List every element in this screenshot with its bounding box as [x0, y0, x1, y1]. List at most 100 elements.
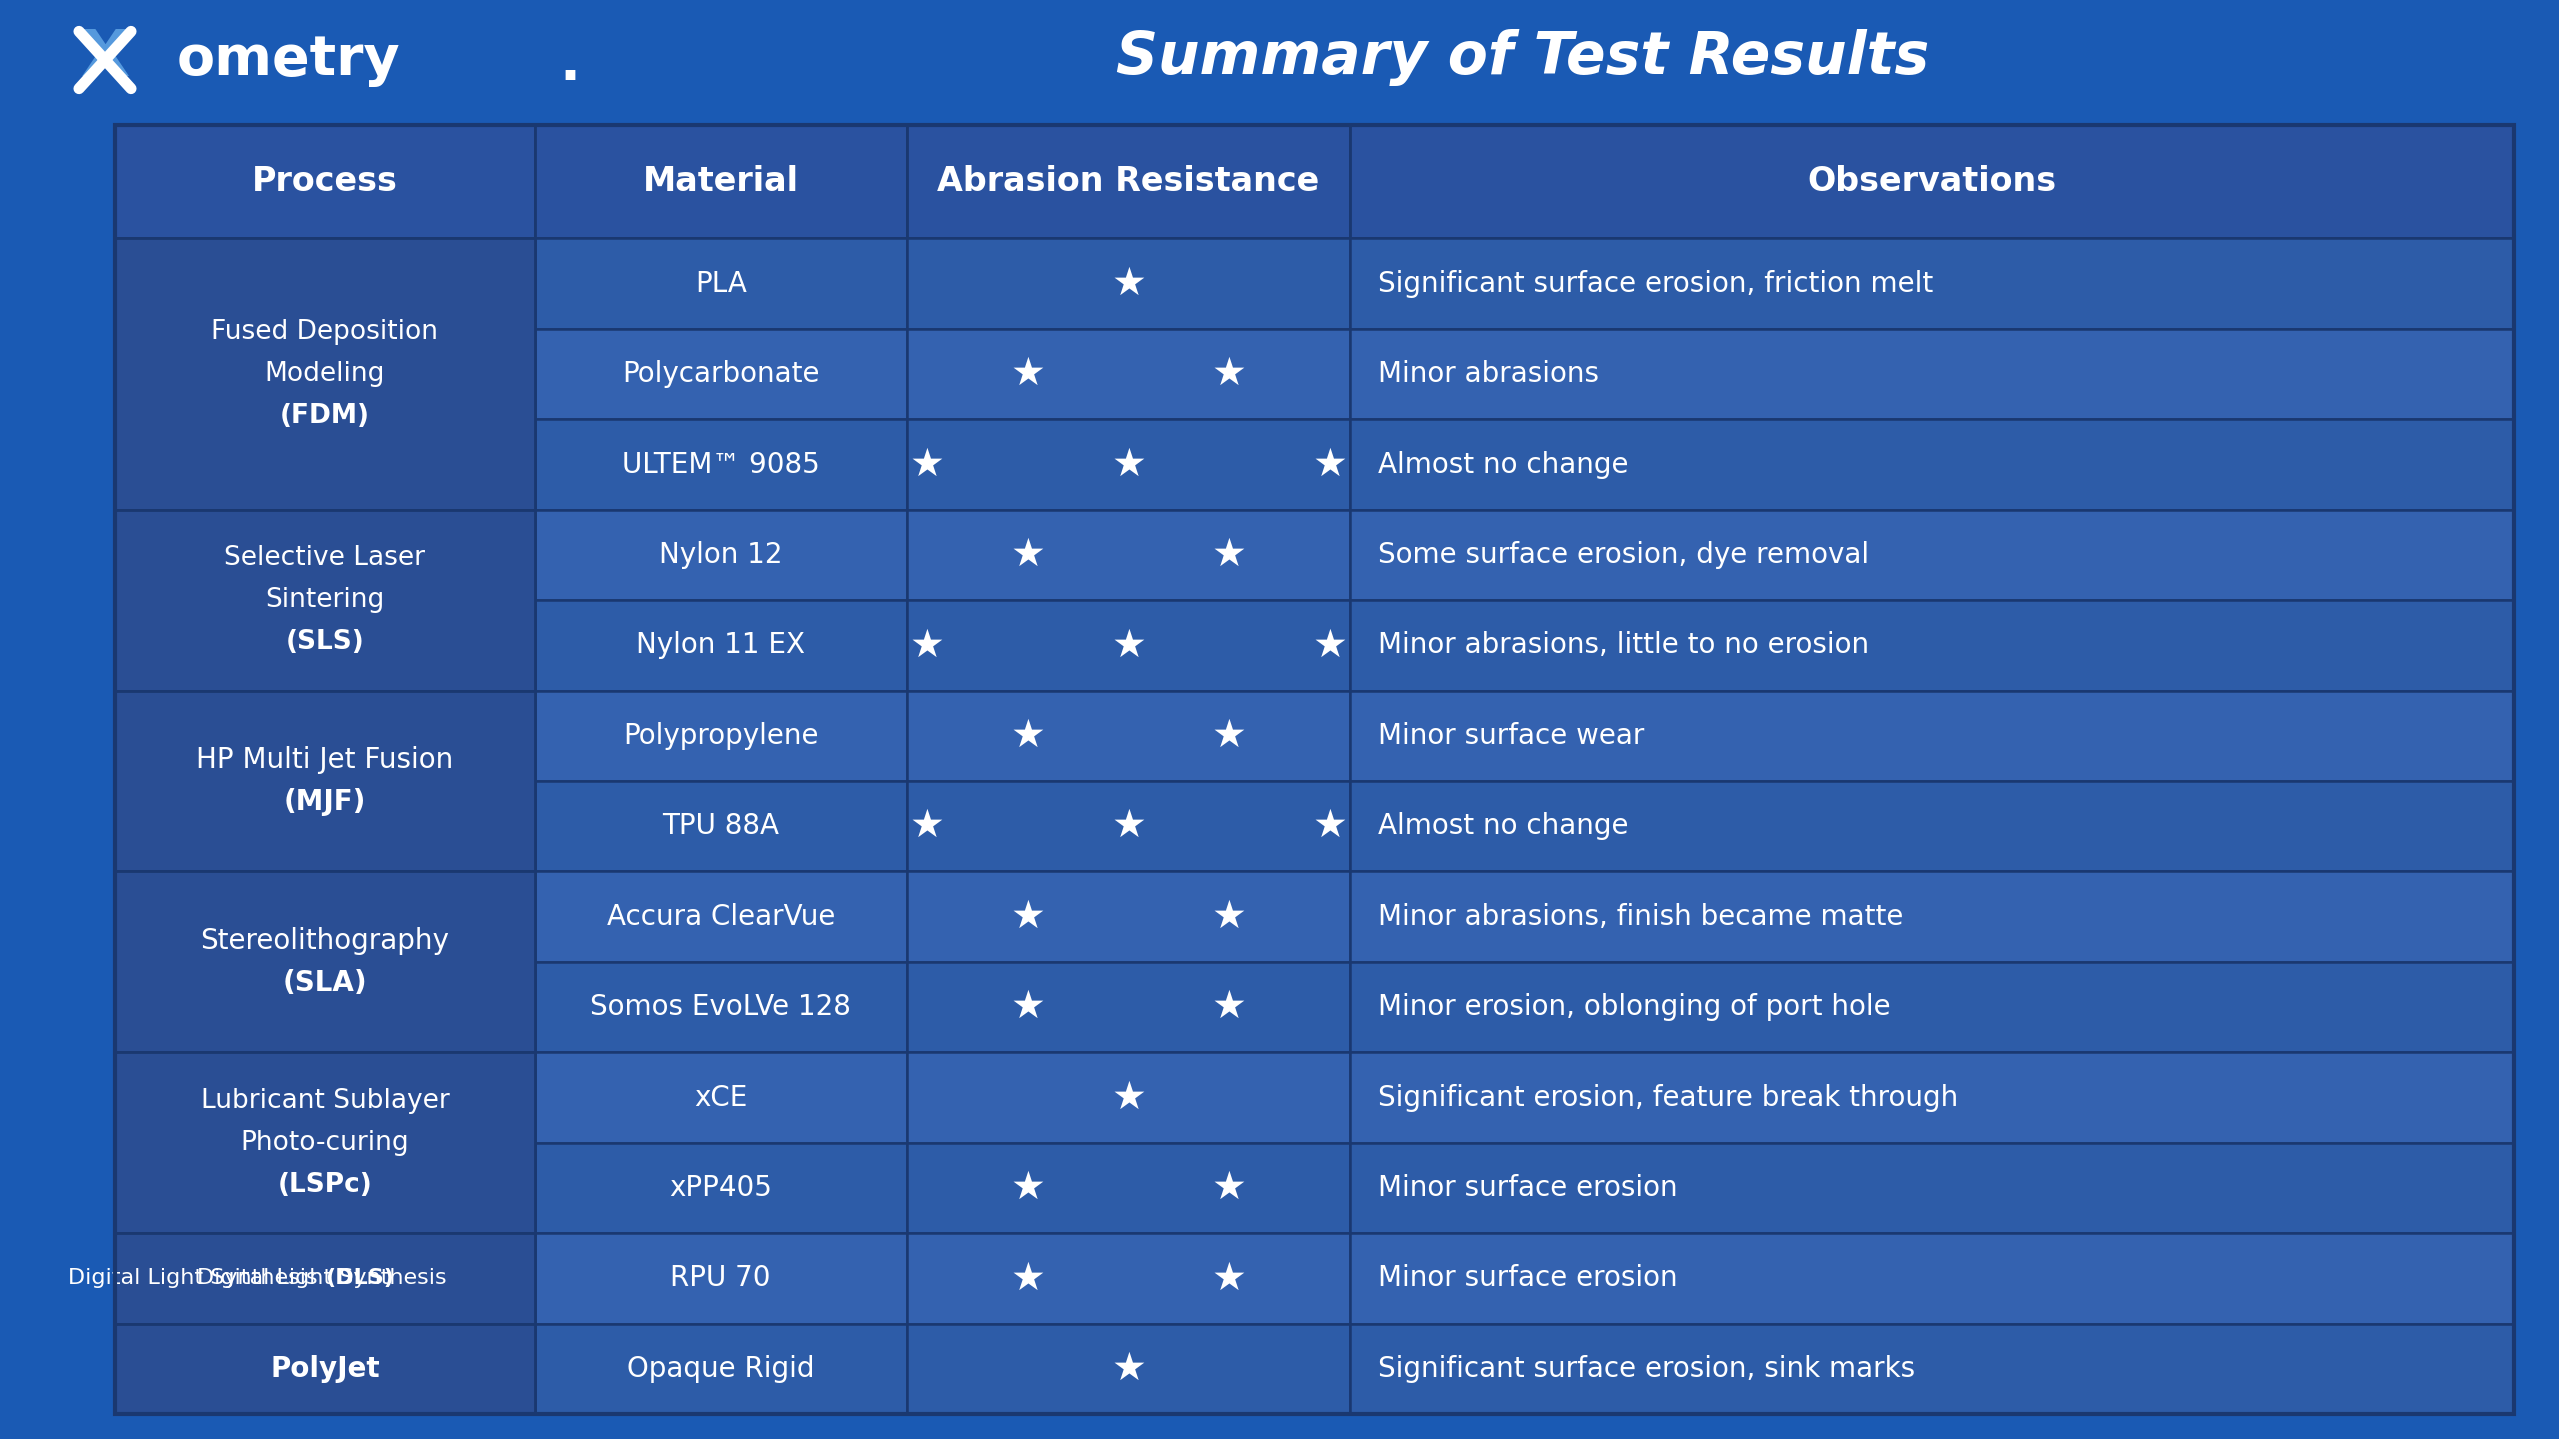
- FancyBboxPatch shape: [906, 330, 1351, 419]
- Text: Almost no change: Almost no change: [1379, 450, 1630, 479]
- FancyBboxPatch shape: [906, 961, 1351, 1052]
- Text: ★: ★: [1313, 807, 1349, 845]
- Text: ★: ★: [1213, 1259, 1246, 1298]
- Text: ★: ★: [1213, 989, 1246, 1026]
- FancyBboxPatch shape: [115, 509, 535, 691]
- FancyBboxPatch shape: [535, 419, 906, 509]
- Text: Minor abrasions: Minor abrasions: [1379, 360, 1599, 389]
- Text: Photo-curing: Photo-curing: [241, 1130, 409, 1156]
- FancyBboxPatch shape: [115, 872, 535, 1052]
- FancyBboxPatch shape: [1351, 509, 2513, 600]
- FancyBboxPatch shape: [115, 1324, 535, 1415]
- Text: HP Multi Jet Fusion: HP Multi Jet Fusion: [197, 745, 453, 774]
- FancyBboxPatch shape: [1351, 330, 2513, 419]
- FancyBboxPatch shape: [1351, 1233, 2513, 1324]
- Text: ★: ★: [1011, 1259, 1044, 1298]
- FancyBboxPatch shape: [535, 125, 906, 239]
- FancyBboxPatch shape: [1351, 1324, 2513, 1415]
- FancyBboxPatch shape: [906, 239, 1351, 330]
- FancyBboxPatch shape: [535, 600, 906, 691]
- Text: ★: ★: [1213, 535, 1246, 574]
- FancyBboxPatch shape: [115, 239, 535, 509]
- Text: (MJF): (MJF): [284, 789, 366, 816]
- FancyBboxPatch shape: [906, 419, 1351, 509]
- Bar: [115, 125, 2513, 1415]
- Text: ★: ★: [1111, 265, 1146, 302]
- Text: Polypropylene: Polypropylene: [622, 722, 819, 750]
- Text: (LSPc): (LSPc): [276, 1171, 371, 1197]
- FancyBboxPatch shape: [906, 1052, 1351, 1143]
- FancyBboxPatch shape: [1351, 125, 2513, 239]
- Text: Minor surface erosion: Minor surface erosion: [1379, 1174, 1679, 1202]
- Text: Digital Light Synthesis: Digital Light Synthesis: [197, 1268, 453, 1288]
- Text: ★: ★: [1111, 1350, 1146, 1387]
- FancyBboxPatch shape: [906, 1233, 1351, 1324]
- Text: PLA: PLA: [696, 269, 747, 298]
- Text: Polycarbonate: Polycarbonate: [622, 360, 819, 389]
- FancyBboxPatch shape: [535, 330, 906, 419]
- FancyBboxPatch shape: [1351, 872, 2513, 961]
- Text: ★: ★: [1313, 446, 1349, 484]
- FancyBboxPatch shape: [906, 872, 1351, 961]
- Text: Summary of Test Results: Summary of Test Results: [1116, 30, 1929, 86]
- Text: (FDM): (FDM): [279, 403, 371, 429]
- Text: xCE: xCE: [693, 1084, 747, 1111]
- FancyBboxPatch shape: [1351, 961, 2513, 1052]
- FancyBboxPatch shape: [115, 1233, 535, 1324]
- Text: Process: Process: [251, 165, 397, 199]
- FancyBboxPatch shape: [1351, 691, 2513, 781]
- FancyBboxPatch shape: [535, 872, 906, 961]
- Text: xPP405: xPP405: [670, 1174, 773, 1202]
- Text: Some surface erosion, dye removal: Some surface erosion, dye removal: [1379, 541, 1871, 568]
- FancyBboxPatch shape: [115, 691, 535, 872]
- Text: Significant surface erosion, sink marks: Significant surface erosion, sink marks: [1379, 1354, 1917, 1383]
- FancyBboxPatch shape: [535, 1143, 906, 1233]
- FancyBboxPatch shape: [535, 691, 906, 781]
- FancyBboxPatch shape: [1351, 239, 2513, 330]
- Text: Nylon 11 EX: Nylon 11 EX: [637, 632, 806, 659]
- Text: ★: ★: [1011, 535, 1044, 574]
- Text: ULTEM™ 9085: ULTEM™ 9085: [622, 450, 819, 479]
- Text: Abrasion Resistance: Abrasion Resistance: [937, 165, 1320, 199]
- Text: Digital Light Synthesis: Digital Light Synthesis: [69, 1268, 325, 1288]
- Text: ★: ★: [1011, 1168, 1044, 1207]
- Text: Somos EvoLVe 128: Somos EvoLVe 128: [591, 993, 852, 1022]
- Text: ★: ★: [1011, 989, 1044, 1026]
- Text: X: X: [79, 27, 131, 89]
- Text: RPU 70: RPU 70: [670, 1265, 770, 1292]
- Text: ★: ★: [908, 626, 944, 665]
- FancyBboxPatch shape: [906, 125, 1351, 239]
- Text: Accura ClearVue: Accura ClearVue: [606, 902, 834, 931]
- FancyBboxPatch shape: [115, 125, 535, 239]
- Text: (DLS): (DLS): [325, 1268, 394, 1288]
- Text: ★: ★: [1011, 355, 1044, 393]
- FancyBboxPatch shape: [535, 961, 906, 1052]
- Text: ★: ★: [1111, 626, 1146, 665]
- FancyBboxPatch shape: [535, 239, 906, 330]
- Text: ★: ★: [1213, 898, 1246, 935]
- FancyBboxPatch shape: [906, 691, 1351, 781]
- Text: ★: ★: [908, 446, 944, 484]
- Text: ★: ★: [1213, 717, 1246, 755]
- Text: Lubricant Sublayer: Lubricant Sublayer: [200, 1088, 450, 1114]
- Text: Sintering: Sintering: [266, 587, 384, 613]
- Text: Observations: Observations: [1807, 165, 2057, 199]
- Text: ★: ★: [1011, 898, 1044, 935]
- Text: Stereolithography: Stereolithography: [200, 927, 450, 955]
- FancyBboxPatch shape: [906, 1324, 1351, 1415]
- Text: (SLA): (SLA): [281, 968, 368, 997]
- Text: Minor surface erosion: Minor surface erosion: [1379, 1265, 1679, 1292]
- Text: Minor erosion, oblonging of port hole: Minor erosion, oblonging of port hole: [1379, 993, 1891, 1022]
- FancyBboxPatch shape: [1351, 1052, 2513, 1143]
- FancyBboxPatch shape: [535, 1052, 906, 1143]
- Text: Minor surface wear: Minor surface wear: [1379, 722, 1645, 750]
- Text: ★: ★: [1313, 626, 1349, 665]
- Text: ★: ★: [1213, 355, 1246, 393]
- FancyBboxPatch shape: [115, 1052, 535, 1233]
- Text: PolyJet: PolyJet: [271, 1354, 379, 1383]
- Text: ★: ★: [908, 807, 944, 845]
- FancyBboxPatch shape: [906, 509, 1351, 600]
- Text: Minor abrasions, finish became matte: Minor abrasions, finish became matte: [1379, 902, 1904, 931]
- Text: Nylon 12: Nylon 12: [660, 541, 783, 568]
- FancyBboxPatch shape: [1351, 419, 2513, 509]
